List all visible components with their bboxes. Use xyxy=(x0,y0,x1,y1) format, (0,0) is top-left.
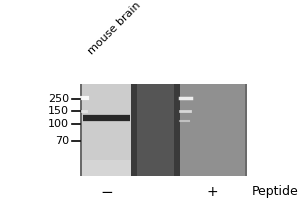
FancyBboxPatch shape xyxy=(174,84,179,176)
Text: −: − xyxy=(100,185,113,200)
FancyBboxPatch shape xyxy=(82,84,131,176)
Text: 100: 100 xyxy=(48,119,69,129)
Text: 150: 150 xyxy=(48,106,69,116)
FancyBboxPatch shape xyxy=(179,84,245,176)
Text: Peptide: Peptide xyxy=(251,185,298,198)
Text: 250: 250 xyxy=(48,94,69,104)
FancyBboxPatch shape xyxy=(82,160,131,176)
FancyBboxPatch shape xyxy=(131,84,137,176)
FancyBboxPatch shape xyxy=(137,84,174,176)
FancyBboxPatch shape xyxy=(80,84,247,176)
Text: 70: 70 xyxy=(55,136,69,146)
Text: +: + xyxy=(206,185,218,199)
Text: mouse brain: mouse brain xyxy=(86,0,142,56)
